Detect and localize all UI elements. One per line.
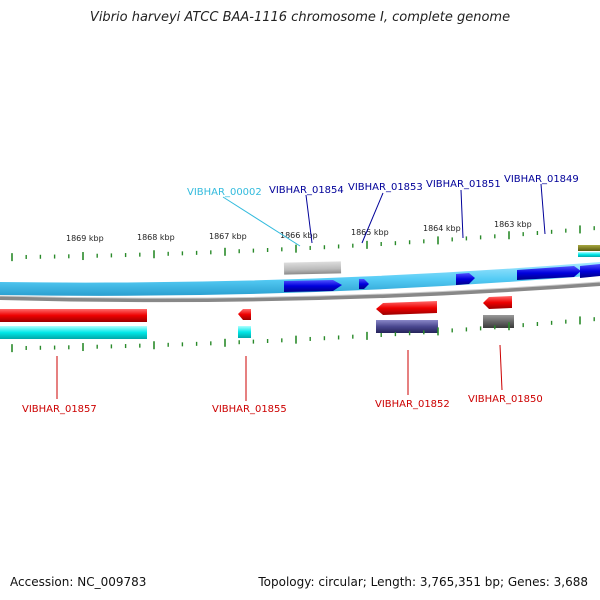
label-vibhar-01854[interactable]: VIBHAR_01854: [269, 185, 344, 196]
scale-ticks-bottom: [11, 316, 595, 353]
gene-vibhar-01854[interactable]: [284, 280, 342, 292]
scale-label: 1864 kbp: [423, 224, 461, 233]
gene-vibhar-01855[interactable]: [238, 309, 251, 320]
scale-ticks-top: [11, 225, 595, 262]
cds-vibhar-01852[interactable]: [376, 320, 438, 333]
label-vibhar-01857[interactable]: VIBHAR_01857: [22, 404, 97, 415]
label-vibhar-01849[interactable]: VIBHAR_01849: [504, 174, 579, 185]
scale-label: 1869 kbp: [66, 234, 104, 243]
label-vibhar-01853[interactable]: VIBHAR_01853: [348, 182, 423, 193]
bottom-label-leaders: [56, 344, 503, 401]
map-title: Vibrio harveyi ATCC BAA-1116 chromosome …: [89, 10, 511, 25]
leader-vibhar-01850: [499, 344, 503, 391]
gene-vibhar-01853[interactable]: [359, 279, 369, 289]
genome-backbone: [0, 282, 600, 303]
gene-block-olive[interactable]: [578, 245, 600, 251]
gene-vibhar-01850[interactable]: [483, 296, 512, 309]
scale-label: 1868 kbp: [137, 233, 175, 242]
topology-summary: Topology: circular; Length: 3,765,351 bp…: [258, 575, 588, 589]
scale-labels: 1869 kbp 1868 kbp 1867 kbp 1866 kbp 1865 kbp…: [66, 220, 532, 243]
scale-label: 1865 kbp: [351, 228, 389, 237]
cds-vibhar-01855[interactable]: [238, 326, 251, 338]
leader-vibhar-00002: [222, 196, 301, 247]
label-vibhar-00002[interactable]: VIBHAR_00002: [187, 187, 262, 198]
label-vibhar-01852[interactable]: VIBHAR_01852: [375, 399, 450, 410]
scale-label: 1863 kbp: [494, 220, 532, 229]
gene-vibhar-01852[interactable]: [376, 301, 437, 315]
gene-block-cyan-small[interactable]: [578, 252, 600, 257]
gene-vibhar-01851[interactable]: [456, 273, 475, 285]
scale-label: 1867 kbp: [209, 232, 247, 241]
leader-vibhar-01849: [540, 183, 546, 235]
gene-vibhar-01857[interactable]: [0, 309, 147, 322]
label-vibhar-01851[interactable]: VIBHAR_01851: [426, 179, 501, 190]
gene-vibhar-01849-next[interactable]: [580, 264, 600, 278]
label-vibhar-01850[interactable]: VIBHAR_01850: [468, 394, 543, 405]
gene-block-gray[interactable]: [283, 261, 342, 275]
leader-vibhar-01851: [460, 189, 464, 239]
forward-strand-track: [0, 262, 600, 296]
leader-vibhar-01853: [361, 192, 384, 244]
top-label-leaders: [222, 183, 546, 247]
accession-text: Accession: NC_009783: [10, 575, 147, 589]
cds-vibhar-01857[interactable]: [0, 326, 147, 339]
cds-vibhar-01850[interactable]: [483, 315, 514, 328]
scale-label: 1866 kbp: [280, 231, 318, 240]
label-vibhar-01855[interactable]: VIBHAR_01855: [212, 404, 287, 415]
genome-backbone-highlight: [0, 281, 600, 299]
gene-vibhar-01849[interactable]: [517, 266, 581, 280]
leader-vibhar-01854: [305, 194, 313, 244]
